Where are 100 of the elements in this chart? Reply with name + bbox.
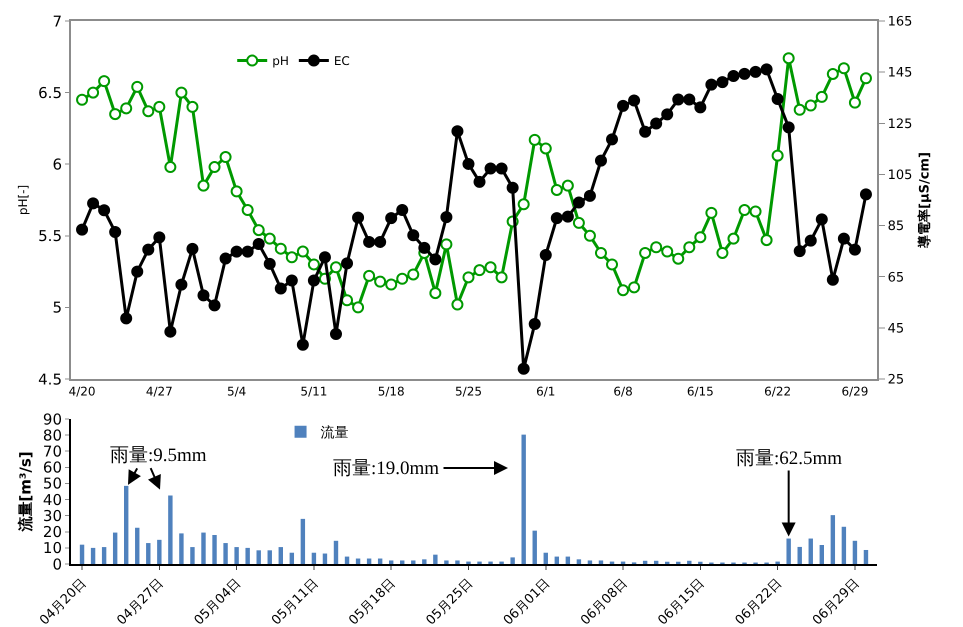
y-tick-label: 6: [52, 155, 62, 174]
x-tick-label: 5/4: [226, 384, 246, 398]
y-tick-label: 90: [42, 410, 62, 428]
bar: [356, 558, 360, 564]
bar: [422, 559, 427, 564]
bar: [566, 556, 570, 564]
bar: [842, 526, 846, 564]
bar: [146, 543, 150, 564]
bar: [112, 532, 118, 564]
x-tick-label: 06月01日: [500, 576, 554, 627]
x-tick-label: 5/18: [378, 384, 405, 398]
bar: [510, 557, 515, 564]
bar: [786, 538, 791, 564]
x-tick-label: 06月15日: [655, 576, 708, 627]
bar: [157, 540, 162, 564]
bar: [212, 535, 217, 564]
bar: [300, 518, 306, 564]
x-tick-label: 4/20: [68, 384, 96, 398]
x-tick-label: 06月29日: [810, 576, 862, 627]
bar: [201, 532, 206, 564]
y-tick-label: 10: [42, 539, 62, 558]
x-tick-label: 6/22: [764, 384, 792, 398]
x-tick-label: 06月22日: [732, 576, 786, 627]
bar: [433, 554, 438, 564]
bar: [852, 540, 858, 564]
bar: [366, 558, 372, 564]
bar: [135, 528, 140, 564]
y-tick-label: 0: [52, 555, 62, 574]
y-tick-label: 4.5: [38, 370, 62, 388]
bar: [588, 560, 592, 564]
y-tick-label: 60: [42, 458, 62, 477]
bar: [830, 515, 836, 564]
bar: [234, 547, 239, 564]
bar: [290, 552, 294, 564]
bar: [378, 558, 382, 564]
bar: [411, 560, 416, 564]
bar: [521, 434, 526, 564]
y-tick-label: 50: [42, 474, 62, 493]
y-tick-label: 70: [42, 442, 62, 460]
legend-label: EC: [334, 54, 350, 68]
y2-tick-label: 85: [888, 219, 904, 234]
bar: [654, 560, 658, 564]
bar: [642, 560, 648, 564]
y-tick-label: 6.5: [38, 84, 62, 102]
x-tick-label: 05月25日: [424, 576, 476, 627]
x-tick-label: 6/8: [613, 384, 633, 398]
x-tick-label: 6/15: [686, 384, 714, 398]
y-tick-label: 5.5: [38, 227, 62, 246]
y-axis-title: 流量[m³/s]: [16, 451, 35, 533]
bar: [455, 560, 460, 564]
bar: [400, 560, 404, 564]
x-tick-label: 05月11日: [268, 576, 322, 627]
bar: [334, 540, 338, 564]
x-tick-label: 04月27日: [114, 576, 167, 627]
x-tick-label: 05月18日: [346, 576, 399, 627]
y-tick-label: 20: [42, 523, 62, 542]
annotation: 雨量:62.5mm: [736, 448, 842, 469]
x-tick-label: 6/1: [536, 384, 556, 398]
y2-tick-label: 145: [888, 66, 912, 81]
y-tick-label: 7: [52, 12, 62, 30]
bar: [820, 544, 824, 564]
x-tick-label: 6/29: [841, 384, 868, 398]
x-tick-label: 06月08日: [578, 576, 630, 627]
x-tick-label: 5/25: [455, 384, 482, 398]
x-tick-label: 5/11: [300, 384, 328, 398]
y2-tick-label: 105: [888, 168, 912, 183]
bar: [532, 530, 537, 564]
bar: [223, 543, 228, 564]
bar: [268, 550, 272, 564]
y2-axis-title: 導電率[μS/cm]: [916, 152, 933, 249]
annotation: 雨量:19.0mm: [333, 458, 440, 479]
bar: [312, 552, 316, 564]
bar: [322, 554, 328, 564]
bar: [190, 547, 195, 564]
bar: [808, 538, 813, 564]
bar: [444, 560, 449, 564]
bar: [245, 548, 250, 564]
bar: [102, 547, 106, 564]
bar: [80, 544, 84, 564]
bar: [388, 560, 394, 564]
bar: [124, 486, 128, 564]
y-axis-title: pH[-]: [16, 184, 30, 216]
x-tick-label: 05月04日: [192, 576, 244, 627]
bar: [687, 560, 692, 564]
y2-tick-label: 125: [888, 116, 912, 132]
legend-label: 流量: [320, 425, 349, 442]
bar: [554, 556, 560, 564]
y-tick-label: 80: [42, 426, 62, 444]
x-tick-label: 04月20日: [37, 576, 90, 627]
y-tick-label: 30: [42, 506, 62, 525]
bar: [168, 496, 173, 564]
bar: [278, 547, 283, 564]
bar: [256, 550, 261, 564]
y-tick-label: 5: [52, 298, 62, 317]
bar: [864, 550, 868, 564]
x-tick-label: 4/27: [146, 384, 173, 398]
y2-tick-label: 165: [888, 14, 912, 30]
bar: [798, 546, 802, 564]
annotation: 雨量:9.5mm: [110, 445, 207, 466]
legend-label: pH: [272, 54, 289, 68]
